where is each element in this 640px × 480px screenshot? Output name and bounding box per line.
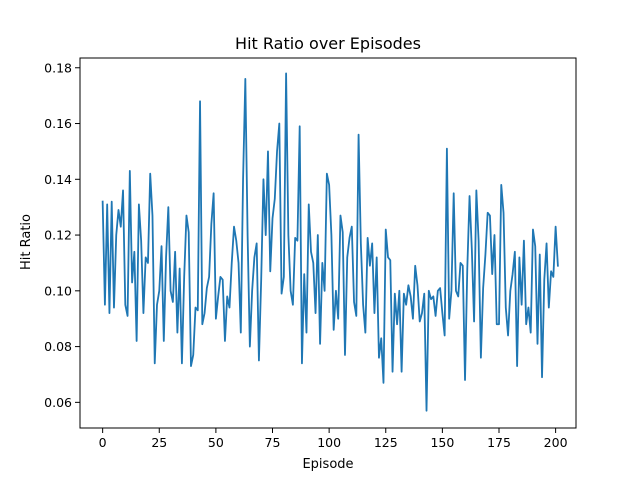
x-axis-label: Episode [302,457,353,472]
series-line-0 [101,72,559,412]
x-tick-label: 150 [430,435,454,450]
x-tick-label: 50 [208,435,224,450]
x-axis-ticks: 0 25 50 75 100 125 150 175 200 [99,428,568,450]
x-tick-label: 125 [374,435,398,450]
plot-frame [79,57,577,429]
y-axis-ticks: 0.06 0.08 0.10 0.12 0.14 0.16 0.18 [44,60,80,410]
x-tick-label: 175 [487,435,511,450]
y-tick-label: 0.14 [44,172,72,187]
x-tick-label: 25 [151,435,167,450]
y-tick-label: 0.06 [44,395,72,410]
y-tick-label: 0.08 [44,339,72,354]
x-tick-label: 75 [265,435,281,450]
y-tick-label: 0.10 [44,283,72,298]
y-tick-label: 0.18 [44,60,72,75]
x-tick-label: 100 [317,435,341,450]
y-tick-label: 0.12 [44,228,72,243]
x-tick-label: 200 [544,435,568,450]
x-tick-label: 0 [99,435,107,450]
plot-area [101,72,559,412]
y-axis-label: Hit Ratio [19,214,34,270]
chart-title: Hit Ratio over Episodes [235,34,421,53]
y-tick-label: 0.16 [44,116,72,131]
